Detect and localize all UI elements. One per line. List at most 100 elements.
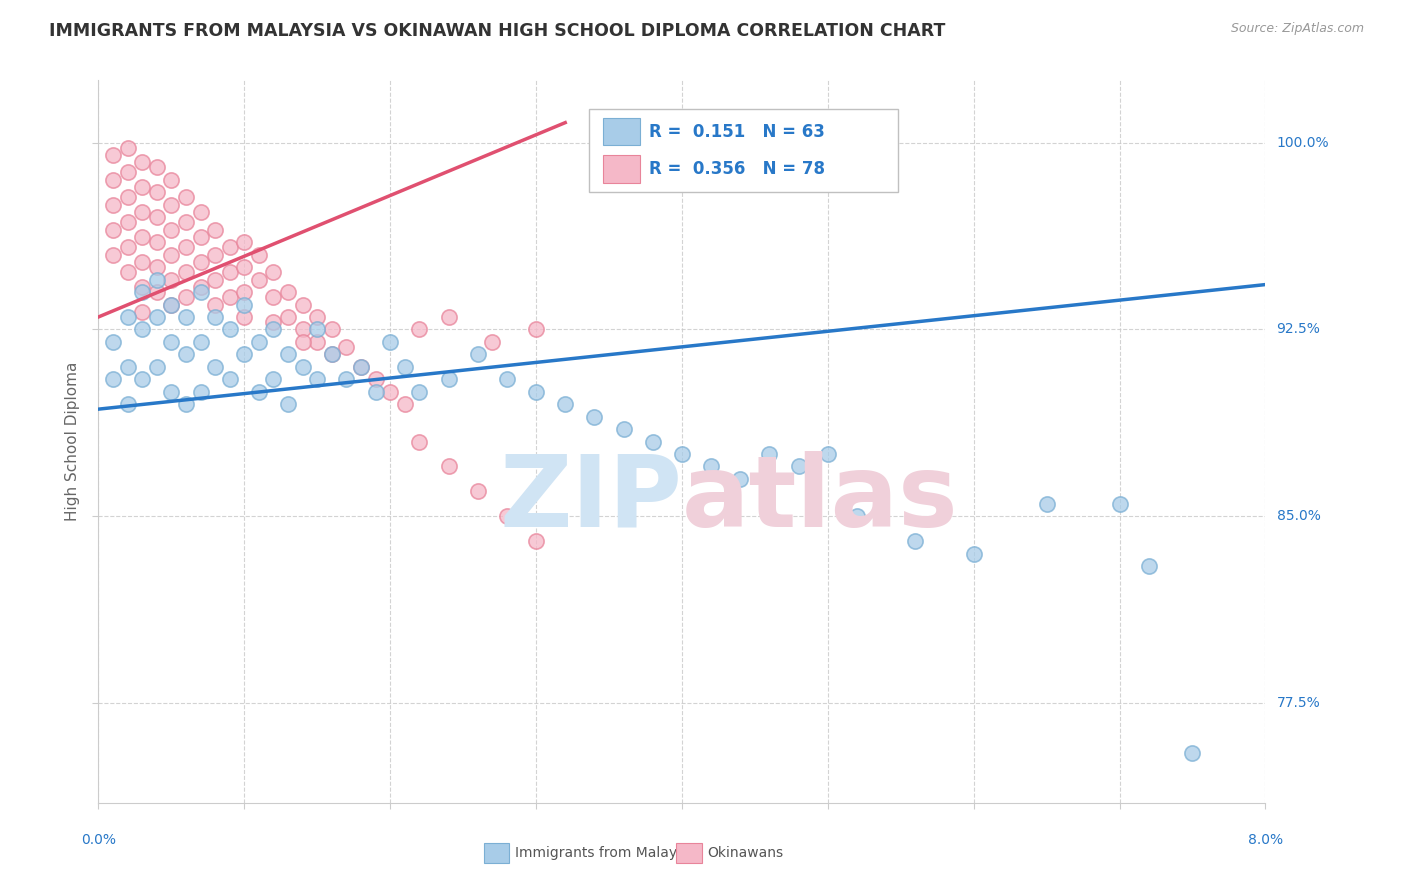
Point [146, 211, 169, 225]
Point [262, 290, 284, 304]
Point [350, 359, 373, 374]
Point [131, 305, 153, 319]
Point [190, 280, 212, 294]
Point [233, 285, 256, 299]
Point [204, 297, 226, 311]
Point [174, 310, 197, 324]
Point [787, 459, 810, 474]
Point [321, 322, 343, 336]
Point [671, 447, 693, 461]
Point [117, 165, 139, 179]
Point [204, 272, 226, 286]
Point [262, 372, 284, 386]
Point [174, 215, 197, 229]
Point [131, 322, 153, 336]
Point [101, 223, 124, 237]
Point [174, 240, 197, 254]
Point [612, 422, 634, 436]
Point [160, 248, 183, 262]
Point [117, 397, 139, 411]
Point [146, 285, 169, 299]
Point [307, 310, 329, 324]
Point [467, 347, 489, 361]
Text: atlas: atlas [682, 450, 959, 548]
Point [583, 409, 606, 424]
Point [101, 198, 124, 212]
Point [758, 447, 780, 461]
Point [496, 509, 519, 524]
Point [204, 248, 226, 262]
Point [204, 223, 226, 237]
Point [146, 359, 169, 374]
Point [146, 260, 169, 274]
Point [321, 347, 343, 361]
Point [394, 397, 416, 411]
Point [160, 384, 183, 399]
Point [291, 334, 314, 349]
Point [233, 347, 256, 361]
Point [233, 310, 256, 324]
Point [277, 347, 299, 361]
Point [335, 372, 357, 386]
Point [218, 240, 240, 254]
Point [291, 297, 314, 311]
Point [131, 180, 153, 194]
Point [730, 472, 752, 486]
Point [335, 340, 357, 354]
Point [190, 384, 212, 399]
Point [160, 173, 183, 187]
Text: 0.0%: 0.0% [82, 833, 115, 847]
Point [190, 255, 212, 269]
Point [408, 322, 430, 336]
Point [291, 322, 314, 336]
Point [131, 372, 153, 386]
Text: 85.0%: 85.0% [1277, 509, 1320, 524]
FancyBboxPatch shape [589, 109, 898, 193]
Point [117, 310, 139, 324]
Point [146, 161, 169, 175]
Point [131, 285, 153, 299]
Point [233, 235, 256, 250]
Point [307, 322, 329, 336]
Point [146, 235, 169, 250]
Text: Okinawans: Okinawans [707, 847, 783, 861]
Text: 77.5%: 77.5% [1277, 696, 1320, 710]
Point [117, 215, 139, 229]
Point [117, 190, 139, 204]
Point [437, 372, 460, 386]
Point [218, 372, 240, 386]
Point [277, 310, 299, 324]
Point [437, 459, 460, 474]
Point [160, 223, 183, 237]
Point [364, 372, 387, 386]
Point [380, 334, 402, 349]
Point [496, 372, 519, 386]
Point [247, 384, 270, 399]
Point [146, 186, 169, 200]
Point [845, 509, 868, 524]
Point [467, 484, 489, 499]
Point [160, 297, 183, 311]
Point [364, 384, 387, 399]
Point [524, 534, 547, 549]
Point [247, 334, 270, 349]
Point [247, 272, 270, 286]
Point [190, 205, 212, 219]
Point [700, 459, 723, 474]
Point [190, 334, 212, 349]
Text: 8.0%: 8.0% [1249, 833, 1282, 847]
Point [174, 397, 197, 411]
FancyBboxPatch shape [676, 843, 702, 863]
Point [380, 384, 402, 399]
Point [160, 297, 183, 311]
Point [291, 359, 314, 374]
Text: IMMIGRANTS FROM MALAYSIA VS OKINAWAN HIGH SCHOOL DIPLOMA CORRELATION CHART: IMMIGRANTS FROM MALAYSIA VS OKINAWAN HIG… [49, 22, 946, 40]
Point [524, 384, 547, 399]
Point [131, 255, 153, 269]
Point [262, 322, 284, 336]
Point [408, 434, 430, 449]
Text: R =  0.356   N = 78: R = 0.356 N = 78 [650, 161, 825, 178]
Point [1137, 559, 1160, 574]
Point [117, 140, 139, 154]
Point [554, 397, 576, 411]
